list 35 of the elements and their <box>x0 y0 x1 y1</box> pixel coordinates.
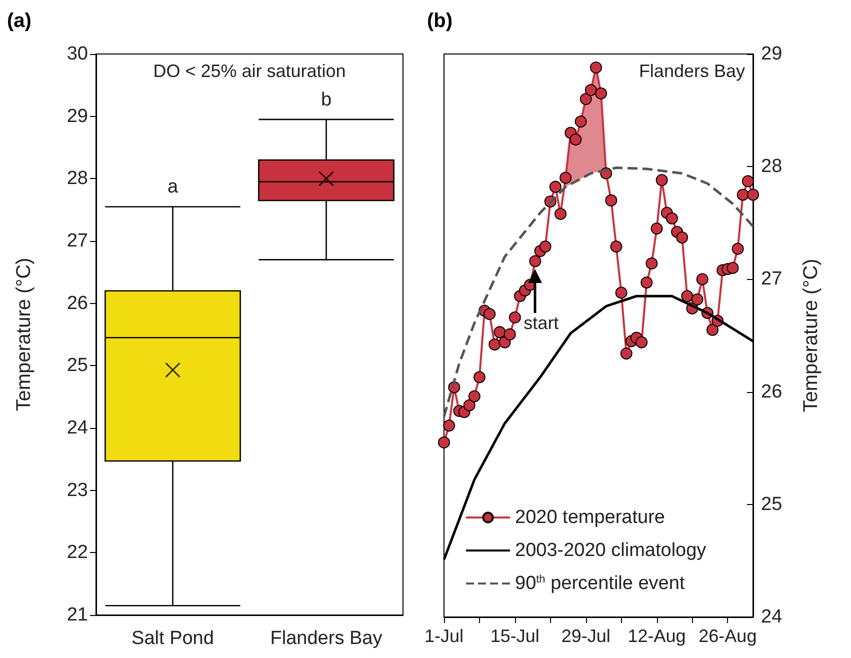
y-axis-title: Temperature (°C) <box>800 258 822 412</box>
annotation: Flanders Bay <box>638 61 745 81</box>
y-tick-label: 26 <box>66 292 88 314</box>
y-tick-label: 24 <box>761 606 783 628</box>
annotation: start <box>524 313 559 334</box>
legend-label: 2020 temperature <box>515 507 665 528</box>
x-tick-label: 12-Aug <box>628 626 686 646</box>
y-tick-label: 22 <box>66 542 88 564</box>
y-tick-label: 30 <box>66 44 88 64</box>
y-axis-title: Temperature (°C) <box>13 258 35 412</box>
y-tick-label: 27 <box>66 230 88 252</box>
y-tick-label: 25 <box>66 355 88 376</box>
y-tick-label: 29 <box>761 44 782 64</box>
y-tick-label: 29 <box>66 106 88 127</box>
y-tick-label: 24 <box>66 418 88 438</box>
chart-title: (a) <box>7 10 32 32</box>
y-tick-label: 28 <box>66 168 88 190</box>
y-tick-label: 21 <box>66 604 88 626</box>
y-tick-label: 26 <box>761 381 782 402</box>
x-tick-label: 26-Aug <box>698 626 757 646</box>
y-tick-label: 25 <box>761 494 782 515</box>
legend-label: 2003-2020 climatology <box>515 540 707 561</box>
annotation: a <box>167 176 178 198</box>
chart-title: (b) <box>427 10 453 32</box>
annotation: DO < 25% air saturation <box>153 61 346 81</box>
annotation: b <box>320 89 332 110</box>
x-tick-label: 29-Jul <box>561 626 610 646</box>
y-tick-label: 27 <box>761 268 782 290</box>
x-tick-label: 1-Jul <box>424 626 464 646</box>
line-series <box>442 166 754 418</box>
y-tick-label: 23 <box>66 480 88 501</box>
y-tick-label: 28 <box>761 156 782 178</box>
x-tick-label: Flanders Bay <box>270 628 383 649</box>
x-tick-label: 15-Jul <box>490 626 540 646</box>
x-tick-label: Salt Pond <box>132 628 214 649</box>
